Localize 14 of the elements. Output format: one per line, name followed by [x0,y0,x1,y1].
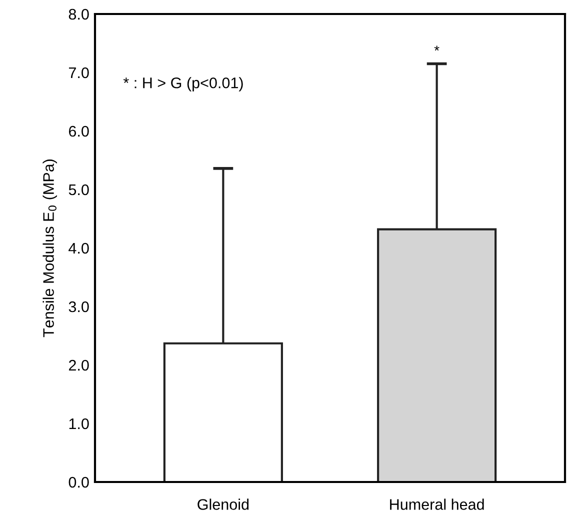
y-tick-label: 1.0 [69,418,89,430]
y-axis-title: Tensile Modulus E$_{0}$ (MPa) [42,160,57,338]
y-tick-label: 7.0 [68,67,89,78]
annotation: * [434,46,440,51]
y-tick-label: 3.0 [68,301,89,312]
y-tick-label: 8.0 [68,8,89,20]
y-tick-label: 0.0 [68,476,89,488]
y-tick-label: 2.0 [68,360,89,371]
y-tick-label: 4.0 [68,242,89,254]
annotation: * : H > G (p<0.01) [123,77,243,92]
x-tick-label: Glenoid [198,498,249,510]
x-tick-label: Humeral head [390,498,484,510]
y-tick-label: 5.0 [68,184,89,196]
y-tick-label: 6.0 [68,126,89,137]
